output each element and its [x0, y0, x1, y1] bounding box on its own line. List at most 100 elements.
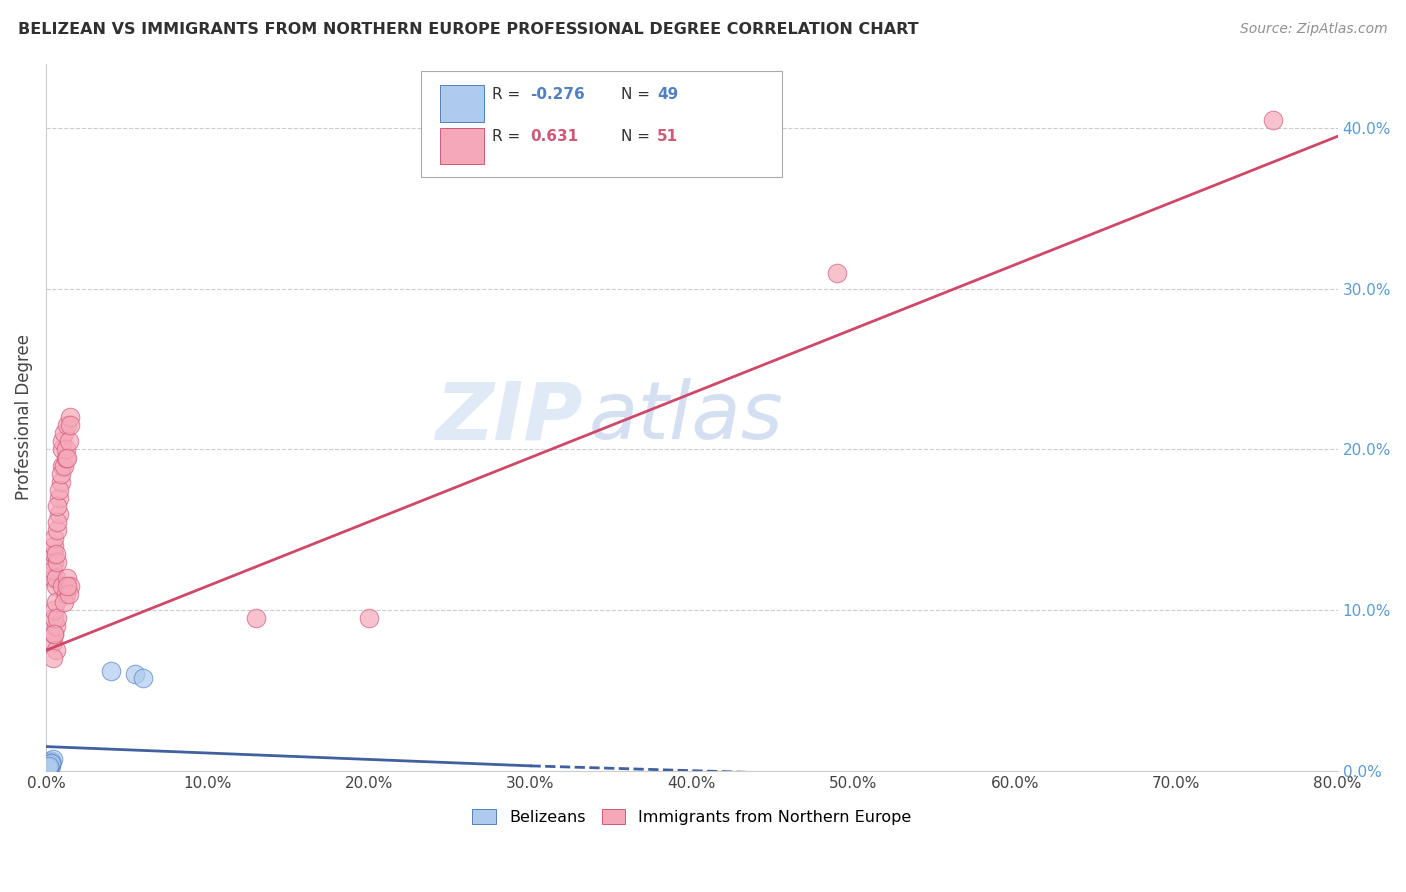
- Point: [49, 475, 72, 489]
- Point: [38, 759, 60, 773]
- Point: [44, 627, 66, 641]
- Text: BELIZEAN VS IMMIGRANTS FROM NORTHERN EUROPE PROFESSIONAL DEGREE CORRELATION CHAR: BELIZEAN VS IMMIGRANTS FROM NORTHERN EUR…: [18, 22, 920, 37]
- Point: [38, 759, 60, 773]
- Point: [132, 671, 155, 685]
- Point: [37, 760, 59, 774]
- Point: [59, 410, 82, 425]
- Point: [37, 760, 59, 774]
- Point: [39, 754, 62, 768]
- Point: [44, 555, 66, 569]
- Point: [37, 760, 59, 774]
- Point: [38, 757, 60, 772]
- Point: [37, 760, 59, 774]
- Point: [44, 603, 66, 617]
- Point: [46, 499, 69, 513]
- Point: [41, 635, 63, 649]
- Text: 51: 51: [657, 129, 678, 145]
- Point: [55, 450, 77, 465]
- Point: [58, 434, 80, 449]
- Point: [48, 507, 70, 521]
- Point: [37, 762, 59, 776]
- Point: [37, 762, 59, 776]
- Point: [37, 760, 59, 774]
- Point: [51, 442, 73, 457]
- Point: [39, 756, 62, 770]
- Point: [51, 434, 73, 449]
- Text: R =: R =: [492, 87, 524, 102]
- Point: [59, 579, 82, 593]
- FancyBboxPatch shape: [420, 71, 782, 178]
- Point: [49, 467, 72, 481]
- Point: [38, 757, 60, 772]
- Point: [37, 762, 59, 776]
- Point: [45, 595, 67, 609]
- Point: [38, 759, 60, 773]
- Point: [44, 611, 66, 625]
- Point: [45, 643, 67, 657]
- Point: [38, 756, 60, 770]
- Text: 0.631: 0.631: [530, 129, 579, 145]
- Point: [38, 760, 60, 774]
- Point: [38, 759, 60, 773]
- Point: [38, 759, 60, 773]
- Point: [39, 756, 62, 770]
- Point: [825, 266, 848, 280]
- Point: [37, 762, 59, 776]
- Text: atlas: atlas: [589, 378, 783, 457]
- Point: [37, 762, 59, 776]
- Point: [45, 619, 67, 633]
- Point: [48, 491, 70, 505]
- Point: [37, 762, 59, 776]
- Point: [56, 579, 79, 593]
- Point: [38, 759, 60, 773]
- Text: R =: R =: [492, 129, 530, 145]
- Point: [39, 759, 62, 773]
- Point: [41, 651, 63, 665]
- Point: [37, 762, 59, 776]
- Point: [46, 523, 69, 537]
- Point: [1261, 113, 1284, 128]
- Point: [46, 555, 69, 569]
- Point: [37, 762, 59, 776]
- Point: [41, 571, 63, 585]
- Point: [100, 664, 122, 678]
- FancyBboxPatch shape: [440, 128, 484, 164]
- Point: [37, 760, 59, 774]
- Point: [39, 756, 62, 770]
- Point: [38, 759, 60, 773]
- Point: [38, 757, 60, 772]
- Point: [44, 539, 66, 553]
- Point: [56, 418, 79, 433]
- Point: [51, 579, 73, 593]
- Point: [37, 762, 59, 776]
- Point: [58, 587, 80, 601]
- Point: [45, 547, 67, 561]
- Point: [55, 587, 77, 601]
- Point: [38, 759, 60, 773]
- Point: [124, 667, 146, 681]
- Text: Source: ZipAtlas.com: Source: ZipAtlas.com: [1240, 22, 1388, 37]
- Point: [46, 515, 69, 529]
- Y-axis label: Professional Degree: Professional Degree: [15, 334, 32, 500]
- Point: [41, 752, 63, 766]
- Text: 49: 49: [657, 87, 678, 102]
- Point: [38, 757, 60, 772]
- Point: [38, 759, 60, 773]
- Point: [45, 579, 67, 593]
- Point: [56, 450, 79, 465]
- Point: [41, 563, 63, 577]
- Point: [52, 595, 75, 609]
- Point: [51, 458, 73, 473]
- Point: [39, 756, 62, 770]
- Point: [245, 611, 267, 625]
- Legend: Belizeans, Immigrants from Northern Europe: Belizeans, Immigrants from Northern Euro…: [468, 805, 917, 830]
- Point: [39, 754, 62, 768]
- Point: [38, 759, 60, 773]
- Point: [37, 760, 59, 774]
- Point: [44, 627, 66, 641]
- Point: [37, 762, 59, 776]
- Point: [56, 571, 79, 585]
- Text: N =: N =: [621, 87, 655, 102]
- Point: [37, 762, 59, 776]
- Point: [37, 760, 59, 774]
